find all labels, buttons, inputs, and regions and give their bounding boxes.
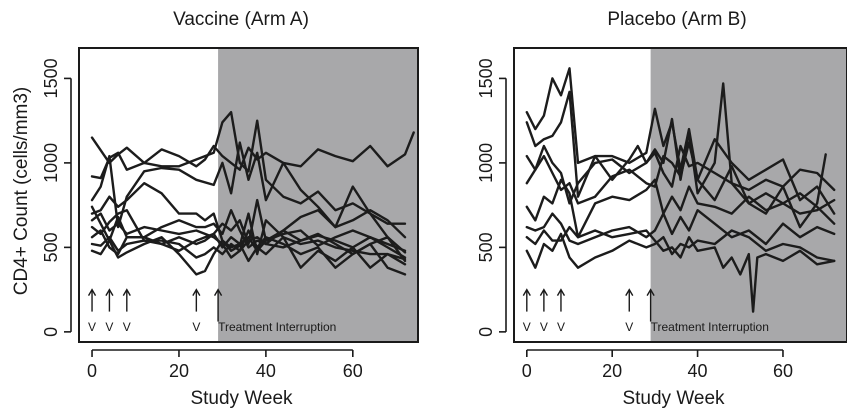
series-line-4 bbox=[525, 141, 836, 215]
treatment-interruption-label: Treatment Interruption bbox=[651, 320, 769, 334]
y-tick-label: 1000 bbox=[476, 143, 496, 183]
chart-title-vaccine-arm-a: Vaccine (Arm A) bbox=[173, 9, 309, 30]
vaccination-arrow-head bbox=[539, 288, 548, 296]
plot-frame bbox=[513, 47, 847, 343]
y-tick-label: 1500 bbox=[476, 58, 496, 98]
interruption-arrow-head bbox=[646, 288, 655, 296]
plot-frame bbox=[78, 47, 419, 343]
y-tick-label: 500 bbox=[41, 232, 61, 262]
series-line-8 bbox=[525, 225, 836, 313]
treatment-interruption-region bbox=[650, 48, 847, 342]
vaccination-marker-label: V bbox=[523, 320, 531, 334]
x-tick-label: 60 bbox=[773, 361, 793, 381]
series-line-2 bbox=[525, 82, 827, 229]
vaccination-arrow-head bbox=[556, 288, 566, 296]
series-line-2 bbox=[90, 110, 407, 225]
series-group bbox=[525, 67, 836, 313]
y-axis-label: CD4+ Count (cells/mm3) bbox=[11, 87, 32, 296]
vaccination-marker-label: V bbox=[123, 320, 131, 334]
x-tick-label: 0 bbox=[87, 361, 97, 381]
series-line-3 bbox=[525, 144, 836, 205]
series-line-8 bbox=[90, 235, 407, 276]
interruption-arrow-head bbox=[213, 288, 223, 296]
vaccination-marker-label: V bbox=[88, 320, 96, 334]
y-tick-label: 500 bbox=[476, 232, 496, 262]
x-tick-label: 20 bbox=[169, 361, 189, 381]
panel-vaccine-arm-a: Vaccine (Arm A)V V V V Treatment Interruptio… bbox=[41, 9, 419, 409]
y-tick-label: 1500 bbox=[41, 58, 61, 98]
series-line-1 bbox=[525, 67, 836, 215]
vaccination-marker-label: V bbox=[105, 320, 113, 334]
vaccination-arrow-head bbox=[625, 288, 634, 296]
series-line-5 bbox=[90, 198, 407, 259]
treatment-interruption-label: Treatment Interruption bbox=[218, 320, 336, 334]
x-tick-label: 40 bbox=[256, 361, 276, 381]
x-tick-label: 60 bbox=[343, 361, 363, 381]
vaccination-arrow-head bbox=[122, 288, 131, 296]
chart-title-placebo-arm-b: Placebo (Arm B) bbox=[607, 9, 746, 30]
x-axis-label: Study Week bbox=[622, 388, 725, 409]
series-line-7 bbox=[90, 232, 407, 263]
vaccination-marker-label: V bbox=[192, 320, 200, 334]
panel-placebo-arm-b: Placebo (Arm B)V V V V Treatment Interruptio… bbox=[476, 9, 847, 409]
x-axis-label: Study Week bbox=[190, 388, 293, 409]
vaccination-arrow-head bbox=[522, 288, 531, 296]
series-group bbox=[90, 110, 415, 276]
series-line-4 bbox=[90, 181, 407, 266]
series-line-6 bbox=[525, 208, 836, 246]
x-tick-label: 0 bbox=[522, 361, 532, 381]
y-tick-label: 0 bbox=[41, 327, 61, 337]
y-tick-label: 1000 bbox=[41, 143, 61, 183]
vaccination-arrow-head bbox=[87, 288, 97, 296]
x-tick-label: 40 bbox=[688, 361, 708, 381]
vaccination-arrow-head bbox=[105, 288, 114, 296]
vaccination-marker-label: V bbox=[557, 320, 565, 334]
vaccination-arrow-head bbox=[192, 288, 201, 296]
series-line-9 bbox=[90, 205, 407, 249]
series-line-7 bbox=[525, 229, 836, 269]
x-tick-label: 20 bbox=[602, 361, 622, 381]
treatment-interruption-region bbox=[218, 48, 418, 342]
vaccination-marker-label: V bbox=[625, 320, 633, 334]
series-line-10 bbox=[90, 212, 407, 276]
y-tick-label: 0 bbox=[476, 327, 496, 337]
vaccination-marker-label: V bbox=[540, 320, 548, 334]
